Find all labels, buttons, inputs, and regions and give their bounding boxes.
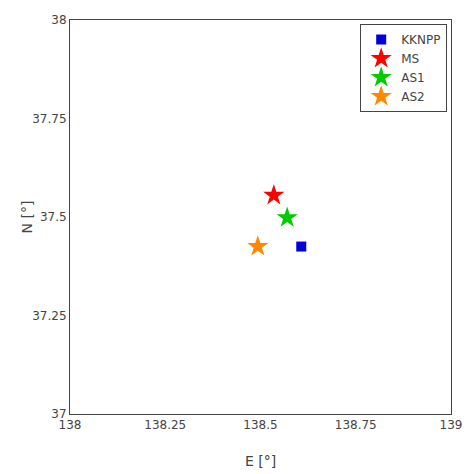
svg-text:37.75: 37.75 [32, 112, 66, 126]
svg-text:138.75: 138.75 [335, 418, 377, 432]
svg-text:AS1: AS1 [401, 71, 424, 85]
svg-text:KKNPP: KKNPP [401, 33, 440, 47]
svg-text:AS2: AS2 [401, 90, 424, 104]
svg-text:138.5: 138.5 [243, 418, 277, 432]
svg-text:N [°]: N [°] [19, 201, 35, 234]
svg-text:37: 37 [51, 407, 66, 421]
svg-text:E [°]: E [°] [245, 453, 276, 469]
svg-text:38: 38 [51, 13, 66, 27]
svg-text:139: 139 [440, 418, 463, 432]
svg-text:37.25: 37.25 [32, 309, 66, 323]
svg-text:138: 138 [59, 418, 82, 432]
svg-text:37.5: 37.5 [40, 210, 67, 224]
svg-text:MS: MS [401, 52, 419, 66]
svg-text:138.25: 138.25 [144, 418, 186, 432]
